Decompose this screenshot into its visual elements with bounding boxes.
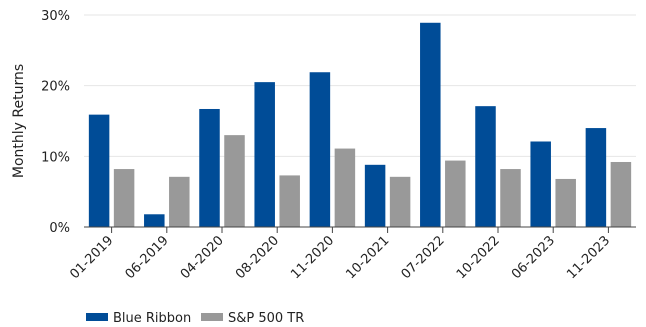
- bar-blue-ribbon-10-2022: [475, 106, 496, 227]
- legend-swatch: [86, 313, 108, 321]
- bar-sp500-10-2021: [389, 176, 411, 227]
- bar-blue-ribbon-11-2023: [585, 128, 607, 227]
- x-tick-label: 11-2020: [288, 233, 337, 282]
- bars: [88, 22, 632, 228]
- bar-blue-ribbon-10-2021: [364, 164, 386, 227]
- x-tick-label: 10-2022: [454, 233, 503, 282]
- x-tick-label: 07-2022: [399, 233, 448, 282]
- x-tick-label: 11-2023: [564, 233, 613, 282]
- y-axis-title: Monthly Returns: [11, 64, 27, 178]
- bar-sp500-10-2022: [500, 169, 521, 227]
- x-tick-label: 08-2020: [233, 233, 282, 282]
- bar-sp500-11-2023: [610, 161, 632, 227]
- bar-sp500-06-2023: [555, 178, 576, 227]
- x-tick-label: 04-2020: [178, 233, 227, 282]
- y-tick-label: 0%: [49, 221, 70, 236]
- bar-sp500-07-2022: [445, 160, 466, 227]
- y-tick-label: 20%: [41, 80, 70, 95]
- legend-label: S&P 500 TR: [228, 311, 304, 326]
- bar-blue-ribbon-08-2020: [254, 82, 275, 227]
- x-tick-label: 06-2023: [509, 233, 558, 282]
- bar-sp500-04-2020: [224, 135, 245, 227]
- bar-sp500-11-2020: [334, 148, 356, 227]
- axes: [84, 226, 636, 233]
- bar-sp500-01-2019: [113, 169, 135, 227]
- y-tick-label: 10%: [41, 150, 70, 165]
- x-tick-label: 10-2021: [343, 233, 392, 282]
- x-tick-label: 01-2019: [67, 233, 116, 282]
- bar-blue-ribbon-06-2023: [530, 141, 551, 227]
- bar-blue-ribbon-04-2020: [199, 108, 220, 227]
- x-tick-label: 06-2019: [123, 233, 172, 282]
- bar-blue-ribbon-11-2020: [309, 72, 331, 228]
- bar-blue-ribbon-06-2019: [144, 214, 165, 227]
- legend-swatch: [201, 313, 223, 321]
- bar-sp500-06-2019: [169, 176, 190, 227]
- legend-label: Blue Ribbon: [113, 311, 191, 326]
- bar-blue-ribbon-01-2019: [88, 114, 110, 227]
- bar-sp500-08-2020: [279, 175, 300, 227]
- y-tick-label: 30%: [41, 9, 70, 24]
- grid-lines: [84, 14, 636, 157]
- legend: Blue Ribbon S&P 500 TR: [86, 311, 304, 326]
- bar-blue-ribbon-07-2022: [420, 22, 441, 228]
